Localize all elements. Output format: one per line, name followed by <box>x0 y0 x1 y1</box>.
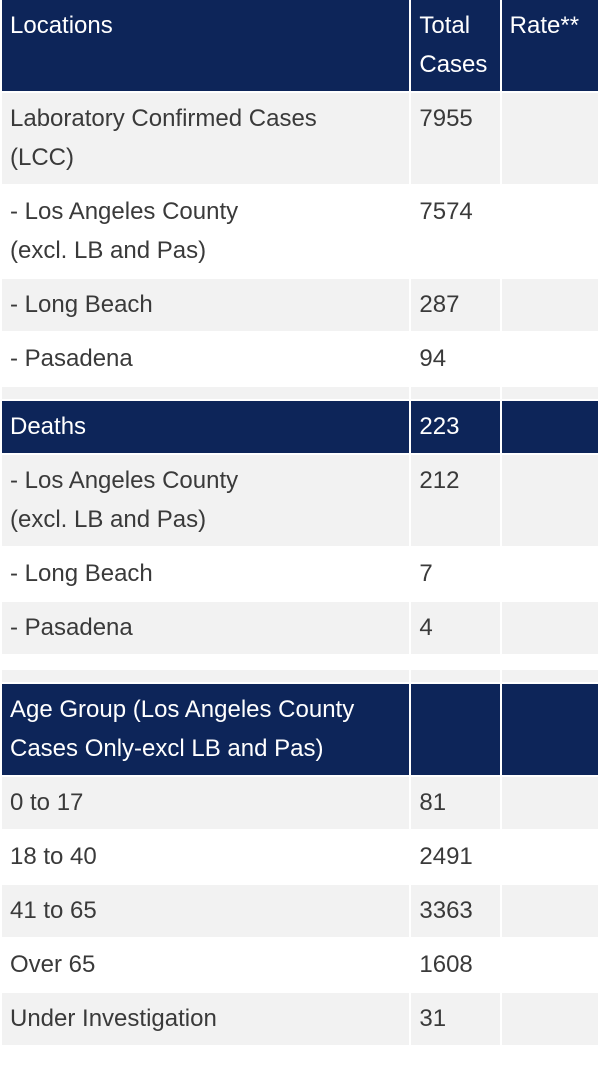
row-label: - Los Angeles County (excl. LB and Pas) <box>2 186 410 277</box>
row-total: 287 <box>411 279 500 331</box>
row-rate <box>501 333 598 385</box>
table-row: Over 65 1608 <box>2 939 598 991</box>
header-rate: Rate** <box>501 0 598 91</box>
age-group-label: Age Group (Los Angeles County Cases Only… <box>2 684 410 775</box>
table-row: 0 to 17 81 <box>2 777 598 829</box>
age-group-header-row: Age Group (Los Angeles County Cases Only… <box>2 684 598 775</box>
row-label: Under Investigation <box>2 993 410 1045</box>
row-label: 41 to 65 <box>2 885 410 937</box>
row-label: Laboratory Confirmed Cases (LCC) <box>2 93 410 184</box>
row-rate <box>501 455 598 546</box>
age-group-total <box>411 684 500 775</box>
row-label: - Long Beach <box>2 279 410 331</box>
spacer-row <box>2 670 598 682</box>
row-label: Over 65 <box>2 939 410 991</box>
table-header-row: Locations Total Cases Rate** <box>2 0 598 91</box>
row-label: - Pasadena <box>2 333 410 385</box>
row-label: - Los Angeles County (excl. LB and Pas) <box>2 455 410 546</box>
row-total: 2491 <box>411 831 500 883</box>
row-total: 7 <box>411 548 500 600</box>
row-total: 94 <box>411 333 500 385</box>
age-group-rate <box>501 684 598 775</box>
row-rate <box>501 602 598 654</box>
table-row: 41 to 65 3363 <box>2 885 598 937</box>
row-label: 18 to 40 <box>2 831 410 883</box>
row-rate <box>501 939 598 991</box>
spacer-row <box>2 387 598 399</box>
row-rate <box>501 93 598 184</box>
row-label: - Pasadena <box>2 602 410 654</box>
table-row: - Long Beach 287 <box>2 279 598 331</box>
spacer-row <box>2 656 598 668</box>
row-rate <box>501 831 598 883</box>
deaths-label: Deaths <box>2 401 410 453</box>
row-label: - Long Beach <box>2 548 410 600</box>
header-locations: Locations <box>2 0 410 91</box>
table-row: - Pasadena 4 <box>2 602 598 654</box>
row-total: 31 <box>411 993 500 1045</box>
row-total: 1608 <box>411 939 500 991</box>
row-rate <box>501 186 598 277</box>
row-label: 0 to 17 <box>2 777 410 829</box>
table-row: - Los Angeles County (excl. LB and Pas) … <box>2 455 598 546</box>
row-total: 212 <box>411 455 500 546</box>
header-total-cases: Total Cases <box>411 0 500 91</box>
table-row: - Pasadena 94 <box>2 333 598 385</box>
deaths-header-row: Deaths 223 <box>2 401 598 453</box>
row-total: 7955 <box>411 93 500 184</box>
row-total: 7574 <box>411 186 500 277</box>
row-rate <box>501 548 598 600</box>
table-row: - Los Angeles County (excl. LB and Pas) … <box>2 186 598 277</box>
deaths-total: 223 <box>411 401 500 453</box>
row-rate <box>501 993 598 1045</box>
row-rate <box>501 777 598 829</box>
table-row: Laboratory Confirmed Cases (LCC) 7955 <box>2 93 598 184</box>
row-total: 81 <box>411 777 500 829</box>
table-row: 18 to 40 2491 <box>2 831 598 883</box>
table-row: - Long Beach 7 <box>2 548 598 600</box>
row-rate <box>501 279 598 331</box>
deaths-rate <box>501 401 598 453</box>
row-total: 3363 <box>411 885 500 937</box>
row-rate <box>501 885 598 937</box>
covid-cases-table: Locations Total Cases Rate** Laboratory … <box>2 0 598 1045</box>
row-total: 4 <box>411 602 500 654</box>
table-row: Under Investigation 31 <box>2 993 598 1045</box>
